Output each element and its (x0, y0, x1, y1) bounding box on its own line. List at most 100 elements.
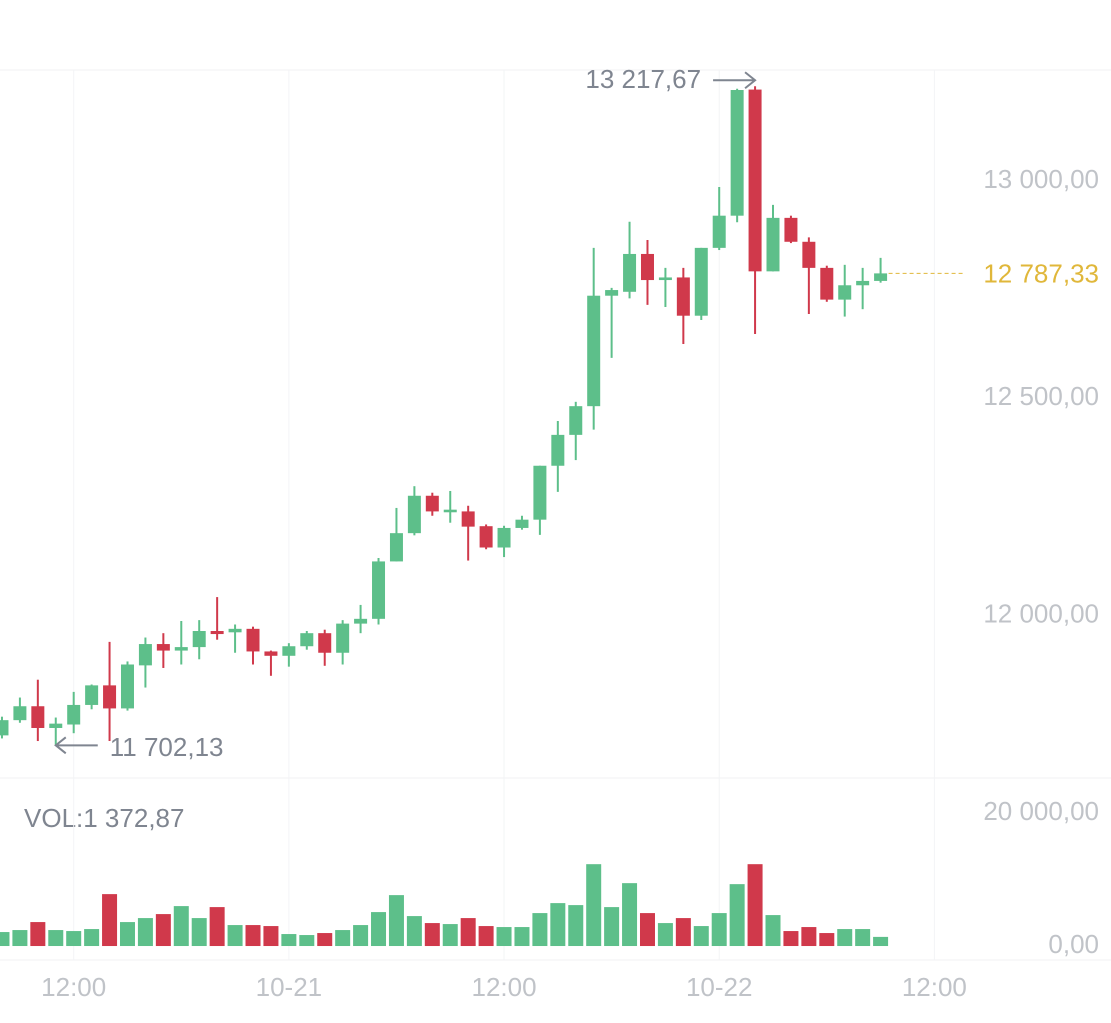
candle-body (264, 651, 278, 656)
candle-body (0, 720, 9, 736)
volume-bar (191, 918, 207, 947)
volume-bar (281, 934, 297, 947)
volume-bar (66, 931, 82, 947)
y2-tick-label: 0,00 (1048, 929, 1099, 959)
volume-bar (119, 922, 135, 947)
candle-body (49, 723, 63, 728)
candle-body (246, 628, 260, 652)
volume-bar (622, 883, 638, 947)
candle-body (120, 664, 134, 709)
candle-body (461, 511, 475, 527)
candle-body (156, 644, 170, 651)
candle-body (103, 685, 117, 709)
volume-bar (819, 933, 835, 947)
candle-body (300, 633, 314, 647)
volume-bar (729, 884, 745, 947)
candle-body (407, 495, 421, 534)
volume-bar (137, 918, 153, 947)
volume-bar (639, 913, 655, 947)
volume-bar (227, 925, 243, 947)
volume-bar (747, 864, 763, 947)
candle-body (515, 519, 529, 528)
volume-bar (173, 906, 189, 947)
candle-body (784, 217, 798, 242)
volume-bar (837, 929, 853, 947)
volume-bar (353, 925, 369, 947)
candle-body (372, 561, 386, 619)
volume-bar (586, 864, 602, 947)
candle-body (425, 495, 439, 512)
candle-body (497, 527, 511, 548)
volume-bar (406, 916, 422, 947)
volume-bar (765, 915, 781, 947)
volume-bar (801, 927, 817, 947)
candle-body (569, 406, 583, 435)
volume-bar (711, 913, 727, 947)
candle-body (389, 533, 403, 562)
candle-body (479, 526, 493, 548)
volume-bar (48, 930, 64, 947)
volume-bar (693, 926, 709, 947)
y-tick-label: 13 000,00 (983, 164, 1099, 194)
candle-body (138, 644, 152, 666)
candle-body (336, 623, 350, 653)
volume-bar (604, 907, 620, 947)
last-price-label: 12 787,33 (983, 258, 1099, 288)
candle-body (67, 704, 81, 725)
x-tick-label: 12:00 (471, 972, 536, 1002)
candle-body (443, 509, 457, 513)
candle-body (730, 90, 744, 216)
candle-body (766, 217, 780, 272)
volume-bar (873, 936, 889, 947)
volume-bar (299, 935, 315, 947)
volume-bar (335, 930, 351, 947)
max-arrow (713, 71, 757, 90)
candle-body (318, 633, 332, 653)
volume-bar (0, 932, 10, 947)
volume-bar (532, 913, 548, 947)
max-label: 13 217,67 (585, 64, 701, 94)
candle-body (640, 253, 654, 281)
volume-bar (514, 927, 530, 947)
volume-bar (12, 930, 28, 947)
y-tick-label: 12 000,00 (983, 599, 1099, 629)
volume-bar (317, 933, 333, 947)
candle-body (694, 247, 708, 316)
volume-bar (550, 903, 566, 947)
candle-body (210, 631, 224, 635)
volume-bar (209, 907, 225, 947)
min-arrow (54, 736, 98, 755)
candle-body (174, 647, 188, 651)
candle-body (31, 706, 45, 728)
candle-body (533, 465, 547, 520)
volume-bar (496, 927, 512, 947)
candle-body (282, 646, 296, 656)
candle-body (85, 685, 99, 705)
volume-bar (855, 929, 871, 947)
volume-label: VOL:1 372,87 (24, 803, 184, 833)
candle-body (802, 241, 816, 268)
x-tick-label: 10-21 (256, 972, 323, 1002)
candle-body (13, 706, 27, 721)
volume-bar (371, 912, 387, 947)
volume-bar (263, 926, 279, 947)
min-label: 11 702,13 (110, 732, 224, 762)
volume-bar (568, 905, 584, 947)
candle-body (820, 267, 834, 300)
volume-bar (460, 918, 476, 947)
candle-body (856, 280, 870, 286)
volume-bar (424, 923, 440, 947)
candle-body (874, 273, 888, 281)
y-tick-label: 12 500,00 (983, 381, 1099, 411)
y2-tick-label: 20 000,00 (983, 796, 1099, 826)
candle-body (658, 277, 672, 281)
candle-body (623, 253, 637, 292)
volume-bar (155, 914, 171, 947)
candle-body (748, 89, 762, 272)
volume-bar (478, 926, 494, 947)
volume-bar (84, 929, 100, 947)
x-tick-label: 10-22 (686, 972, 753, 1002)
candle-body (587, 295, 601, 407)
